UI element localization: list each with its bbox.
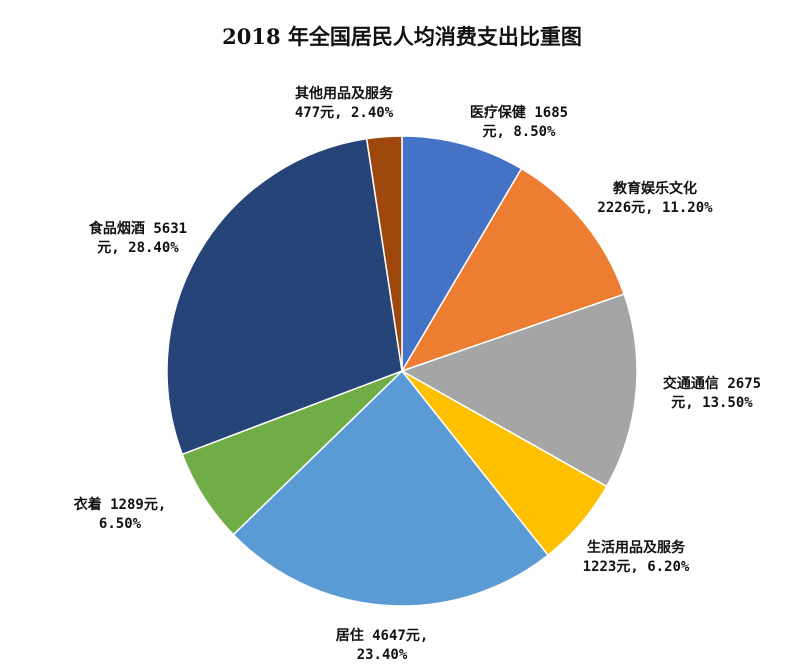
pie-slice-food	[166, 137, 403, 456]
data-label-medical: 医疗保健 1685 元, 8.50%	[470, 104, 568, 140]
data-label-food: 食品烟酒 5631 元, 28.40%	[89, 220, 187, 256]
pie-slice-education	[400, 167, 626, 373]
data-label-education: 教育娱乐文化 2226元, 11.20%	[597, 180, 713, 216]
pie-slices	[166, 135, 638, 607]
chart-title: 2018 年全国居民人均消费支出比重图	[222, 24, 582, 49]
pie-slice-housing	[232, 369, 550, 607]
data-label-other: 其他用品及服务 477元, 2.40%	[295, 85, 394, 121]
data-label-transport: 交通通信 2675 元, 13.50%	[663, 375, 761, 411]
data-label-housing: 居住 4647元, 23.40%	[336, 627, 429, 663]
pie-slice-other	[365, 135, 403, 372]
pie-slice-transport	[400, 293, 638, 488]
slice-labels: 医疗保健 1685 元, 8.50% 教育娱乐文化 2226元, 11.20% 交通通信…	[74, 85, 761, 663]
data-label-household: 生活用品及服务 1223元, 6.20%	[583, 539, 690, 575]
pie-slice-medical	[401, 135, 523, 374]
data-label-clothing: 衣着 1289元, 6.50%	[74, 496, 167, 532]
